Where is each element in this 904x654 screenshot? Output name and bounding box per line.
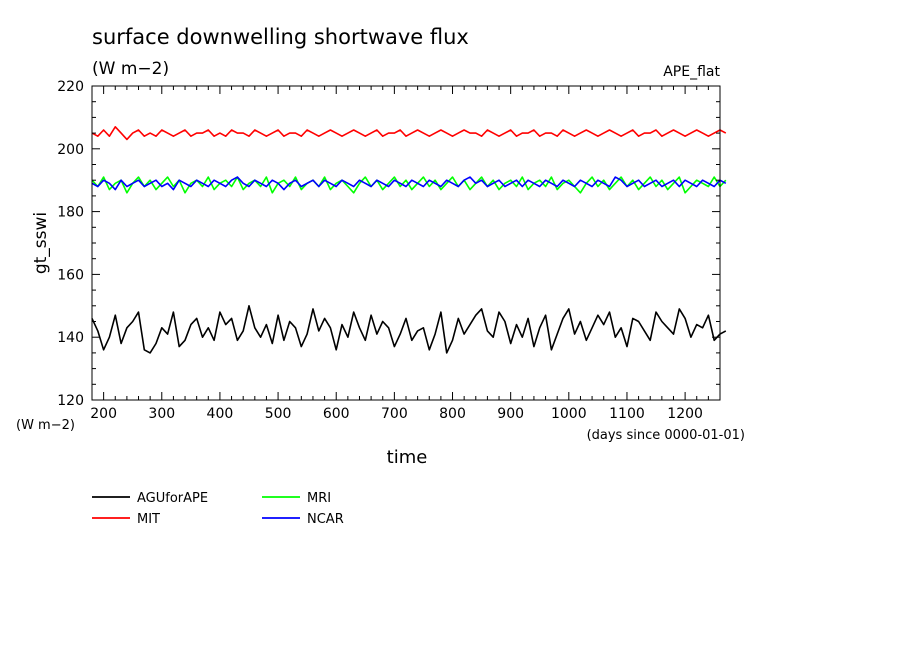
x-tick-label: 400 [207, 406, 234, 422]
x-tick-label: 1000 [551, 406, 587, 422]
x-tick-label: 1200 [667, 406, 703, 422]
x-tick-label: 900 [497, 406, 524, 422]
y-tick-label: 160 [57, 267, 84, 283]
legend-label-mri: MRI [307, 491, 331, 506]
y-unit-label: (W m−2) [16, 418, 75, 433]
y-tick-label: 140 [57, 330, 84, 346]
x-tick-label: 1100 [609, 406, 645, 422]
x-axis-label: time [387, 447, 428, 468]
legend-label-aguforape: AGUforAPE [137, 491, 208, 506]
y-tick-label: 180 [57, 205, 84, 221]
legend-label-ncar: NCAR [307, 512, 344, 527]
axes-layer: 200 300 400 500 600 700 800 900 1000 1100 1200 120 1… [57, 79, 721, 422]
y-axis-label: gt_sswi [31, 212, 51, 274]
x-tick-label: 200 [90, 406, 117, 422]
chart-title: surface downwelling shortwave flux [92, 25, 469, 49]
x-tick-label: 800 [439, 406, 466, 422]
legend: AGUforAPE MIT MRI NCAR [92, 491, 344, 527]
series-layer [91, 126, 727, 354]
legend-label-mit: MIT [137, 512, 160, 527]
corner-label: APE_flat [663, 64, 720, 80]
x-tick-label: 700 [381, 406, 408, 422]
series-line-aguforape [91, 304, 727, 354]
x-unit-label: (days since 0000-01-01) [587, 428, 745, 443]
y-tick-label: 200 [57, 142, 84, 158]
x-tick-label: 600 [323, 406, 350, 422]
series-line-mit [91, 126, 727, 141]
y-tick-label: 120 [57, 393, 84, 409]
chart-subtitle: (W m−2) [92, 59, 169, 79]
x-tick-label: 300 [148, 406, 175, 422]
x-tick-label: 500 [265, 406, 292, 422]
y-tick-label: 220 [57, 79, 84, 95]
series-line-ncar [91, 176, 727, 191]
